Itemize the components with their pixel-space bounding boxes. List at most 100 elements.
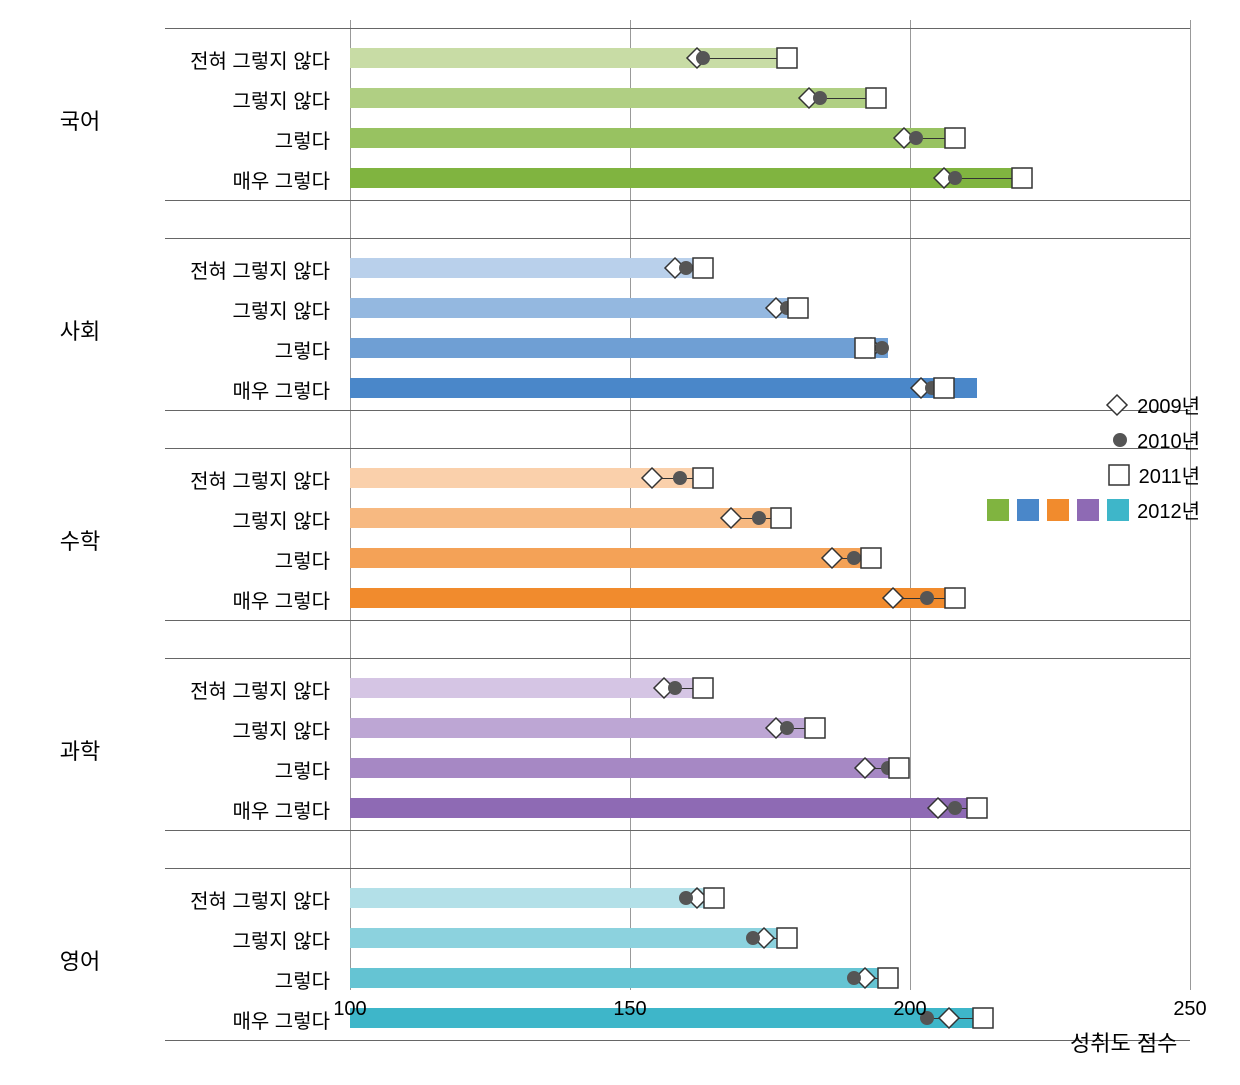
group-divider bbox=[165, 620, 1190, 621]
group-divider bbox=[165, 28, 1190, 29]
marker-2010 bbox=[811, 89, 829, 107]
row-label: 그렇지 않다 bbox=[150, 505, 330, 534]
row-label: 그렇지 않다 bbox=[150, 925, 330, 954]
row-label: 그렇다 bbox=[150, 965, 330, 994]
bar-2012 bbox=[350, 258, 708, 278]
marker-2011 bbox=[786, 296, 810, 320]
row-label: 전혀 그렇지 않다 bbox=[150, 255, 330, 284]
marker-2011 bbox=[691, 466, 715, 490]
group-divider bbox=[165, 200, 1190, 201]
marker-2010 bbox=[666, 679, 684, 697]
x-tick-label: 200 bbox=[893, 998, 926, 1021]
marker-2010 bbox=[946, 799, 964, 817]
bar-2012 bbox=[350, 298, 804, 318]
row-label: 전혀 그렇지 않다 bbox=[150, 885, 330, 914]
bar-2012 bbox=[350, 888, 714, 908]
legend-row: 2009년 bbox=[987, 390, 1200, 419]
row-label: 그렇지 않다 bbox=[150, 295, 330, 324]
achievement-score-chart: 국어전혀 그렇지 않다그렇지 않다그렇다매우 그렇다사회전혀 그렇지 않다그렇지… bbox=[20, 20, 1220, 1065]
marker-2011 bbox=[859, 546, 883, 570]
bar-2012 bbox=[350, 718, 815, 738]
row-label: 그렇다 bbox=[150, 755, 330, 784]
row-label: 그렇지 않다 bbox=[150, 715, 330, 744]
bar-2012 bbox=[350, 928, 787, 948]
x-axis-title: 성취도 점수 bbox=[1070, 1026, 1177, 1058]
legend-label: 2011년 bbox=[1139, 460, 1200, 489]
legend-swatch bbox=[987, 499, 1009, 521]
x-tick-label: 100 bbox=[333, 998, 366, 1021]
group-divider bbox=[165, 238, 1190, 239]
marker-2011 bbox=[887, 756, 911, 780]
row-label: 매우 그렇다 bbox=[150, 1005, 330, 1034]
legend-swatch bbox=[1017, 499, 1039, 521]
row-label: 그렇다 bbox=[150, 125, 330, 154]
bar-2012 bbox=[350, 128, 955, 148]
row-label: 전혀 그렇지 않다 bbox=[150, 675, 330, 704]
bar-2012 bbox=[350, 168, 1022, 188]
gridline bbox=[350, 20, 351, 990]
bar-2012 bbox=[350, 798, 977, 818]
legend-row-2012: 2012년 bbox=[987, 495, 1200, 524]
legend: 2009년 2010년 2011년 2012년 bbox=[987, 390, 1200, 530]
marker-2010 bbox=[907, 129, 925, 147]
bar-2012 bbox=[350, 968, 888, 988]
row-label: 그렇다 bbox=[150, 545, 330, 574]
marker-2009 bbox=[937, 1006, 961, 1030]
legend-label: 2012년 bbox=[1137, 495, 1200, 524]
group-divider bbox=[165, 1040, 1190, 1041]
legend-label: 2009년 bbox=[1137, 390, 1200, 419]
marker-2009 bbox=[881, 586, 905, 610]
marker-2010 bbox=[671, 469, 689, 487]
gridline bbox=[630, 20, 631, 990]
legend-swatch bbox=[1077, 499, 1099, 521]
bar-2012 bbox=[350, 508, 781, 528]
subject-label: 국어 bbox=[20, 104, 140, 136]
subject-label: 사회 bbox=[20, 314, 140, 346]
marker-2011 bbox=[932, 376, 956, 400]
group-divider bbox=[165, 658, 1190, 659]
marker-2009 bbox=[820, 546, 844, 570]
marker-2011 bbox=[702, 886, 726, 910]
marker-2009 bbox=[640, 466, 664, 490]
marker-2011 bbox=[876, 966, 900, 990]
legend-row: 2011년 bbox=[987, 460, 1200, 489]
row-label: 매우 그렇다 bbox=[150, 375, 330, 404]
marker-2011 bbox=[769, 506, 793, 530]
bar-2012 bbox=[350, 548, 871, 568]
row-label: 그렇지 않다 bbox=[150, 85, 330, 114]
bar-2012 bbox=[350, 758, 899, 778]
legend-marker-2009 bbox=[1105, 393, 1129, 417]
row-label: 전혀 그렇지 않다 bbox=[150, 45, 330, 74]
marker-2011 bbox=[943, 126, 967, 150]
marker-2011 bbox=[1010, 166, 1034, 190]
legend-label: 2010년 bbox=[1137, 425, 1200, 454]
row-label: 그렇다 bbox=[150, 335, 330, 364]
marker-2011 bbox=[691, 676, 715, 700]
bar-2012 bbox=[350, 338, 888, 358]
subject-label: 과학 bbox=[20, 734, 140, 766]
gridline bbox=[910, 20, 911, 990]
x-tick-label: 150 bbox=[613, 998, 646, 1021]
row-label: 전혀 그렇지 않다 bbox=[150, 465, 330, 494]
group-divider bbox=[165, 868, 1190, 869]
marker-2009 bbox=[853, 756, 877, 780]
marker-2011 bbox=[971, 1006, 995, 1030]
marker-2011 bbox=[691, 256, 715, 280]
marker-2010 bbox=[946, 169, 964, 187]
legend-swatch bbox=[1047, 499, 1069, 521]
marker-2011 bbox=[775, 926, 799, 950]
group-divider bbox=[165, 830, 1190, 831]
row-label: 매우 그렇다 bbox=[150, 585, 330, 614]
row-label: 매우 그렇다 bbox=[150, 795, 330, 824]
legend-marker-2010 bbox=[1111, 431, 1129, 449]
marker-2010 bbox=[744, 929, 762, 947]
marker-2010 bbox=[918, 589, 936, 607]
bar-2012 bbox=[350, 678, 703, 698]
subject-label: 영어 bbox=[20, 944, 140, 976]
x-tick-label: 250 bbox=[1173, 998, 1206, 1021]
subject-label: 수학 bbox=[20, 524, 140, 556]
bar-2012 bbox=[350, 588, 955, 608]
bar-2012 bbox=[350, 378, 977, 398]
marker-2010 bbox=[750, 509, 768, 527]
marker-2011 bbox=[943, 586, 967, 610]
